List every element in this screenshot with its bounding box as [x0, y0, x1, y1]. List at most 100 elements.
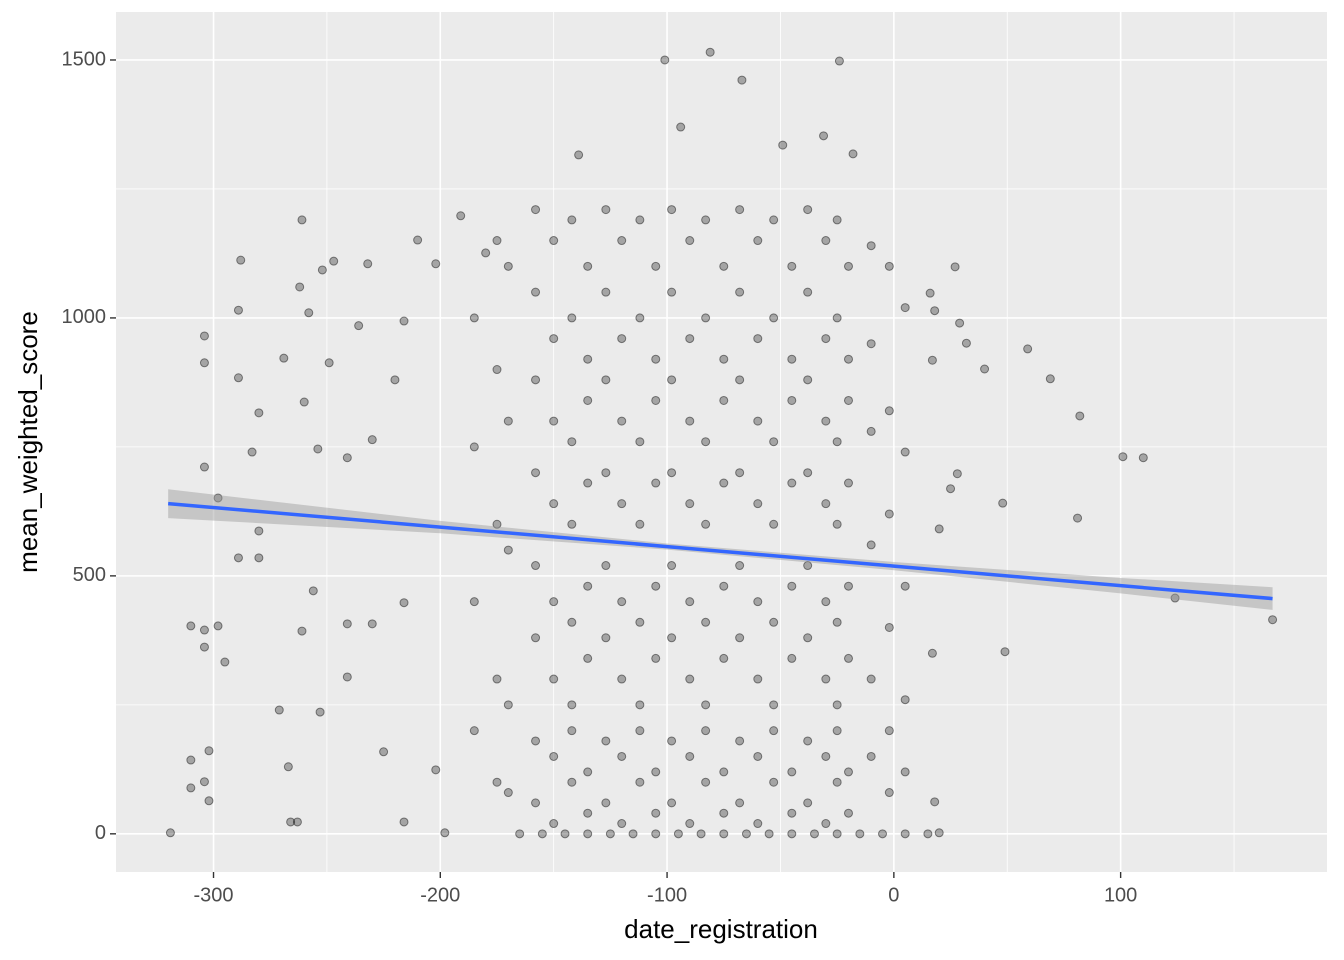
point: [413, 235, 423, 245]
point: [803, 468, 813, 478]
point: [549, 751, 559, 761]
point: [574, 150, 584, 160]
point: [549, 819, 559, 829]
point: [165, 828, 175, 838]
point: [651, 808, 661, 818]
point: [821, 674, 831, 684]
point: [803, 205, 813, 215]
point: [843, 767, 853, 777]
point: [866, 339, 876, 349]
point: [204, 796, 214, 806]
point: [601, 736, 611, 746]
point: [279, 353, 289, 363]
point: [492, 674, 502, 684]
point: [667, 798, 677, 808]
point: [567, 777, 577, 787]
point: [531, 633, 541, 643]
point: [531, 798, 541, 808]
point: [399, 598, 409, 608]
point: [531, 561, 541, 571]
point: [469, 442, 479, 452]
point: [601, 561, 611, 571]
point: [787, 261, 797, 271]
point: [832, 829, 842, 839]
point: [1138, 453, 1148, 463]
point: [719, 808, 729, 818]
x-tick-label: 0: [888, 884, 899, 906]
point: [617, 416, 627, 426]
point: [199, 358, 209, 368]
point: [186, 755, 196, 765]
point: [769, 777, 779, 787]
point: [254, 526, 264, 536]
point: [617, 597, 627, 607]
point: [884, 726, 894, 736]
point: [1045, 374, 1055, 384]
point: [769, 617, 779, 627]
point: [537, 829, 547, 839]
point: [832, 700, 842, 710]
point: [848, 149, 858, 159]
point: [803, 736, 813, 746]
point: [617, 236, 627, 246]
point: [469, 726, 479, 736]
point: [843, 395, 853, 405]
point: [719, 653, 729, 663]
point: [955, 318, 965, 328]
point: [667, 633, 677, 643]
point: [701, 519, 711, 529]
point: [549, 334, 559, 344]
point: [685, 674, 695, 684]
point: [753, 236, 763, 246]
point: [297, 215, 307, 225]
point: [295, 282, 305, 292]
point: [1075, 411, 1085, 421]
point: [685, 334, 695, 344]
point: [803, 561, 813, 571]
point: [866, 751, 876, 761]
point: [884, 261, 894, 271]
point: [651, 261, 661, 271]
point: [342, 619, 352, 629]
point: [651, 767, 661, 777]
point: [696, 829, 706, 839]
point: [900, 829, 910, 839]
point: [367, 619, 377, 629]
point: [866, 674, 876, 684]
fit: [168, 489, 1273, 610]
point: [701, 700, 711, 710]
point: [1023, 344, 1033, 354]
point: [601, 798, 611, 808]
point: [635, 777, 645, 787]
point: [635, 700, 645, 710]
point: [946, 484, 956, 494]
point: [317, 265, 327, 275]
point: [821, 751, 831, 761]
point: [363, 259, 373, 269]
point: [567, 700, 577, 710]
point: [233, 553, 243, 563]
point: [628, 829, 638, 839]
point: [787, 354, 797, 364]
point: [998, 498, 1008, 508]
point: [549, 416, 559, 426]
y-axis-title: mean_weighted_score: [13, 311, 43, 573]
point: [399, 817, 409, 827]
point: [843, 581, 853, 591]
point: [843, 808, 853, 818]
point: [492, 519, 502, 529]
point: [567, 313, 577, 323]
point: [934, 828, 944, 838]
point: [843, 261, 853, 271]
point: [635, 519, 645, 529]
y-tick-label: 500: [73, 564, 106, 586]
point: [1000, 647, 1010, 657]
point: [735, 205, 745, 215]
point: [821, 499, 831, 509]
point: [199, 642, 209, 652]
point: [329, 256, 339, 266]
point: [961, 338, 971, 348]
point: [676, 122, 686, 132]
point: [342, 453, 352, 463]
point: [1073, 513, 1083, 523]
